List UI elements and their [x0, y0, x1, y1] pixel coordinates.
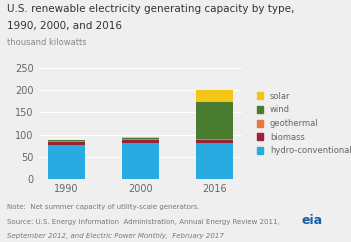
Text: 1990, 2000, and 2016: 1990, 2000, and 2016	[7, 21, 122, 30]
Bar	[122, 138, 159, 139]
Bar	[122, 137, 159, 138]
Text: U.S. renewable electricity generating capacity by type,: U.S. renewable electricity generating ca…	[7, 4, 294, 14]
Bar	[122, 139, 159, 140]
Bar	[196, 139, 233, 140]
Bar	[48, 141, 85, 142]
Bar	[196, 102, 233, 139]
Bar	[122, 140, 159, 144]
Legend: solar, wind, geothermal, biomass, hydro-conventional: solar, wind, geothermal, biomass, hydro-…	[257, 92, 351, 155]
Bar	[48, 145, 85, 179]
Bar	[196, 144, 233, 179]
Text: eia: eia	[302, 214, 323, 227]
Text: September 2012, and Electric Power Monthly,  February 2017: September 2012, and Electric Power Month…	[7, 233, 224, 239]
Bar	[48, 140, 85, 141]
Bar	[196, 140, 233, 144]
Text: Source: U.S. Energy Information  Administration, Annual Energy Review 2011,: Source: U.S. Energy Information Administ…	[7, 219, 280, 225]
Bar	[122, 144, 159, 179]
Bar	[48, 142, 85, 145]
Text: Note:  Net summer capacity of utility-scale generators.: Note: Net summer capacity of utility-sca…	[7, 204, 200, 211]
Text: thousand kilowatts: thousand kilowatts	[7, 38, 87, 46]
Bar	[196, 90, 233, 102]
